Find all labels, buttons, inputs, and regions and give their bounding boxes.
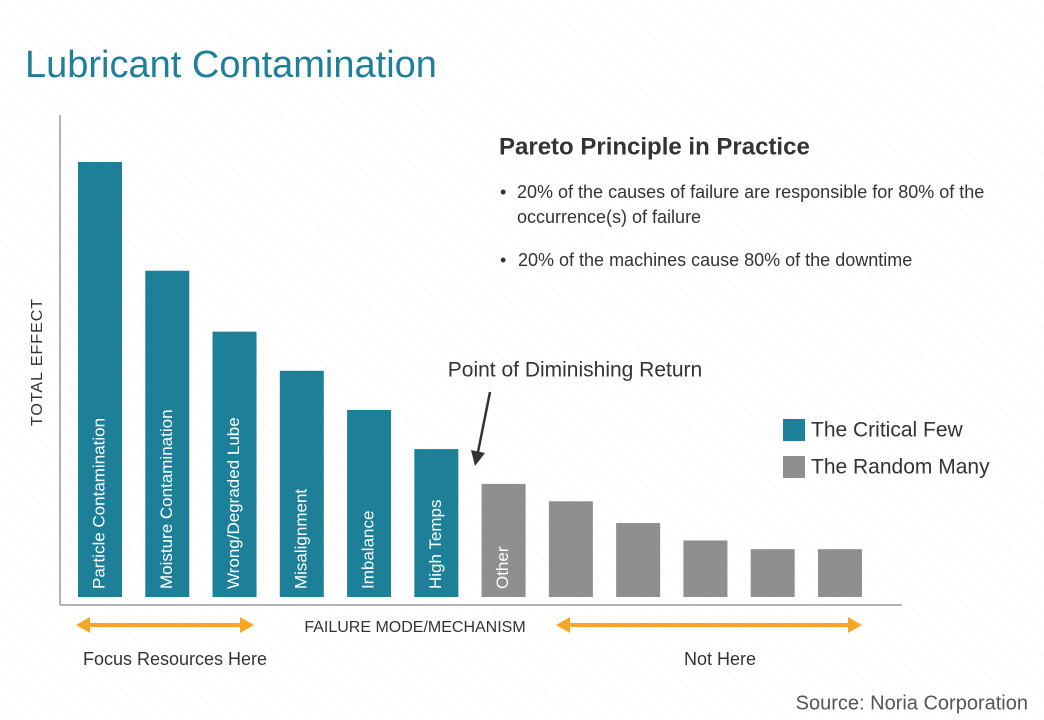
bar (481, 483, 526, 597)
legend-swatch (783, 456, 805, 478)
left-note: Focus Resources Here (83, 649, 267, 669)
bullet-dot: • (500, 250, 506, 270)
legend-label: The Critical Few (811, 419, 964, 442)
annotation: Point of Diminishing Return (448, 359, 702, 382)
x-axis-label: FAILURE MODE/MECHANISM (304, 619, 525, 636)
legend-label: The Random Many (811, 456, 990, 479)
bar (279, 370, 324, 597)
right-arrow (556, 617, 862, 633)
bars: Particle Contamination Moisture Contamina… (78, 162, 862, 597)
title: Lubricant Contamination (25, 44, 437, 86)
bar (548, 501, 593, 597)
bar (817, 549, 862, 597)
bullet: 20% of the machines cause 80% of the dow… (518, 250, 912, 270)
bar-label: High Temps (426, 500, 445, 589)
bar-label: Moisture Contamination (157, 409, 176, 589)
bar (616, 523, 661, 597)
bullet: 20% of the causes of failure are respons… (517, 182, 985, 227)
bar (347, 409, 392, 597)
right-note: Not Here (684, 649, 756, 669)
legend-swatch (783, 419, 805, 441)
left-arrow (76, 617, 254, 633)
bar-label: Other (493, 546, 512, 589)
source: Source: Noria Corporation (796, 692, 1028, 714)
bar (78, 162, 122, 597)
annotation-arrow (471, 391, 492, 466)
bullet-container: 20% of the causes of failure are respons… (517, 182, 985, 227)
bar-label: Misalignment (291, 489, 310, 589)
bar-label: Particle Contamination (89, 418, 108, 589)
bar (212, 331, 257, 597)
legend: The Critical Few The Random Many (783, 419, 990, 479)
y-axis-label: TOTAL EFFECT (29, 298, 46, 426)
bar (414, 449, 459, 597)
bar (145, 270, 190, 597)
bar (750, 549, 795, 597)
bar (683, 540, 728, 597)
box-title: Pareto Principle in Practice (499, 133, 810, 160)
bullet-dot: • (500, 182, 506, 202)
bar-label: Wrong/Degraded Lube (224, 417, 243, 589)
bar-label: Imbalance (359, 511, 378, 589)
